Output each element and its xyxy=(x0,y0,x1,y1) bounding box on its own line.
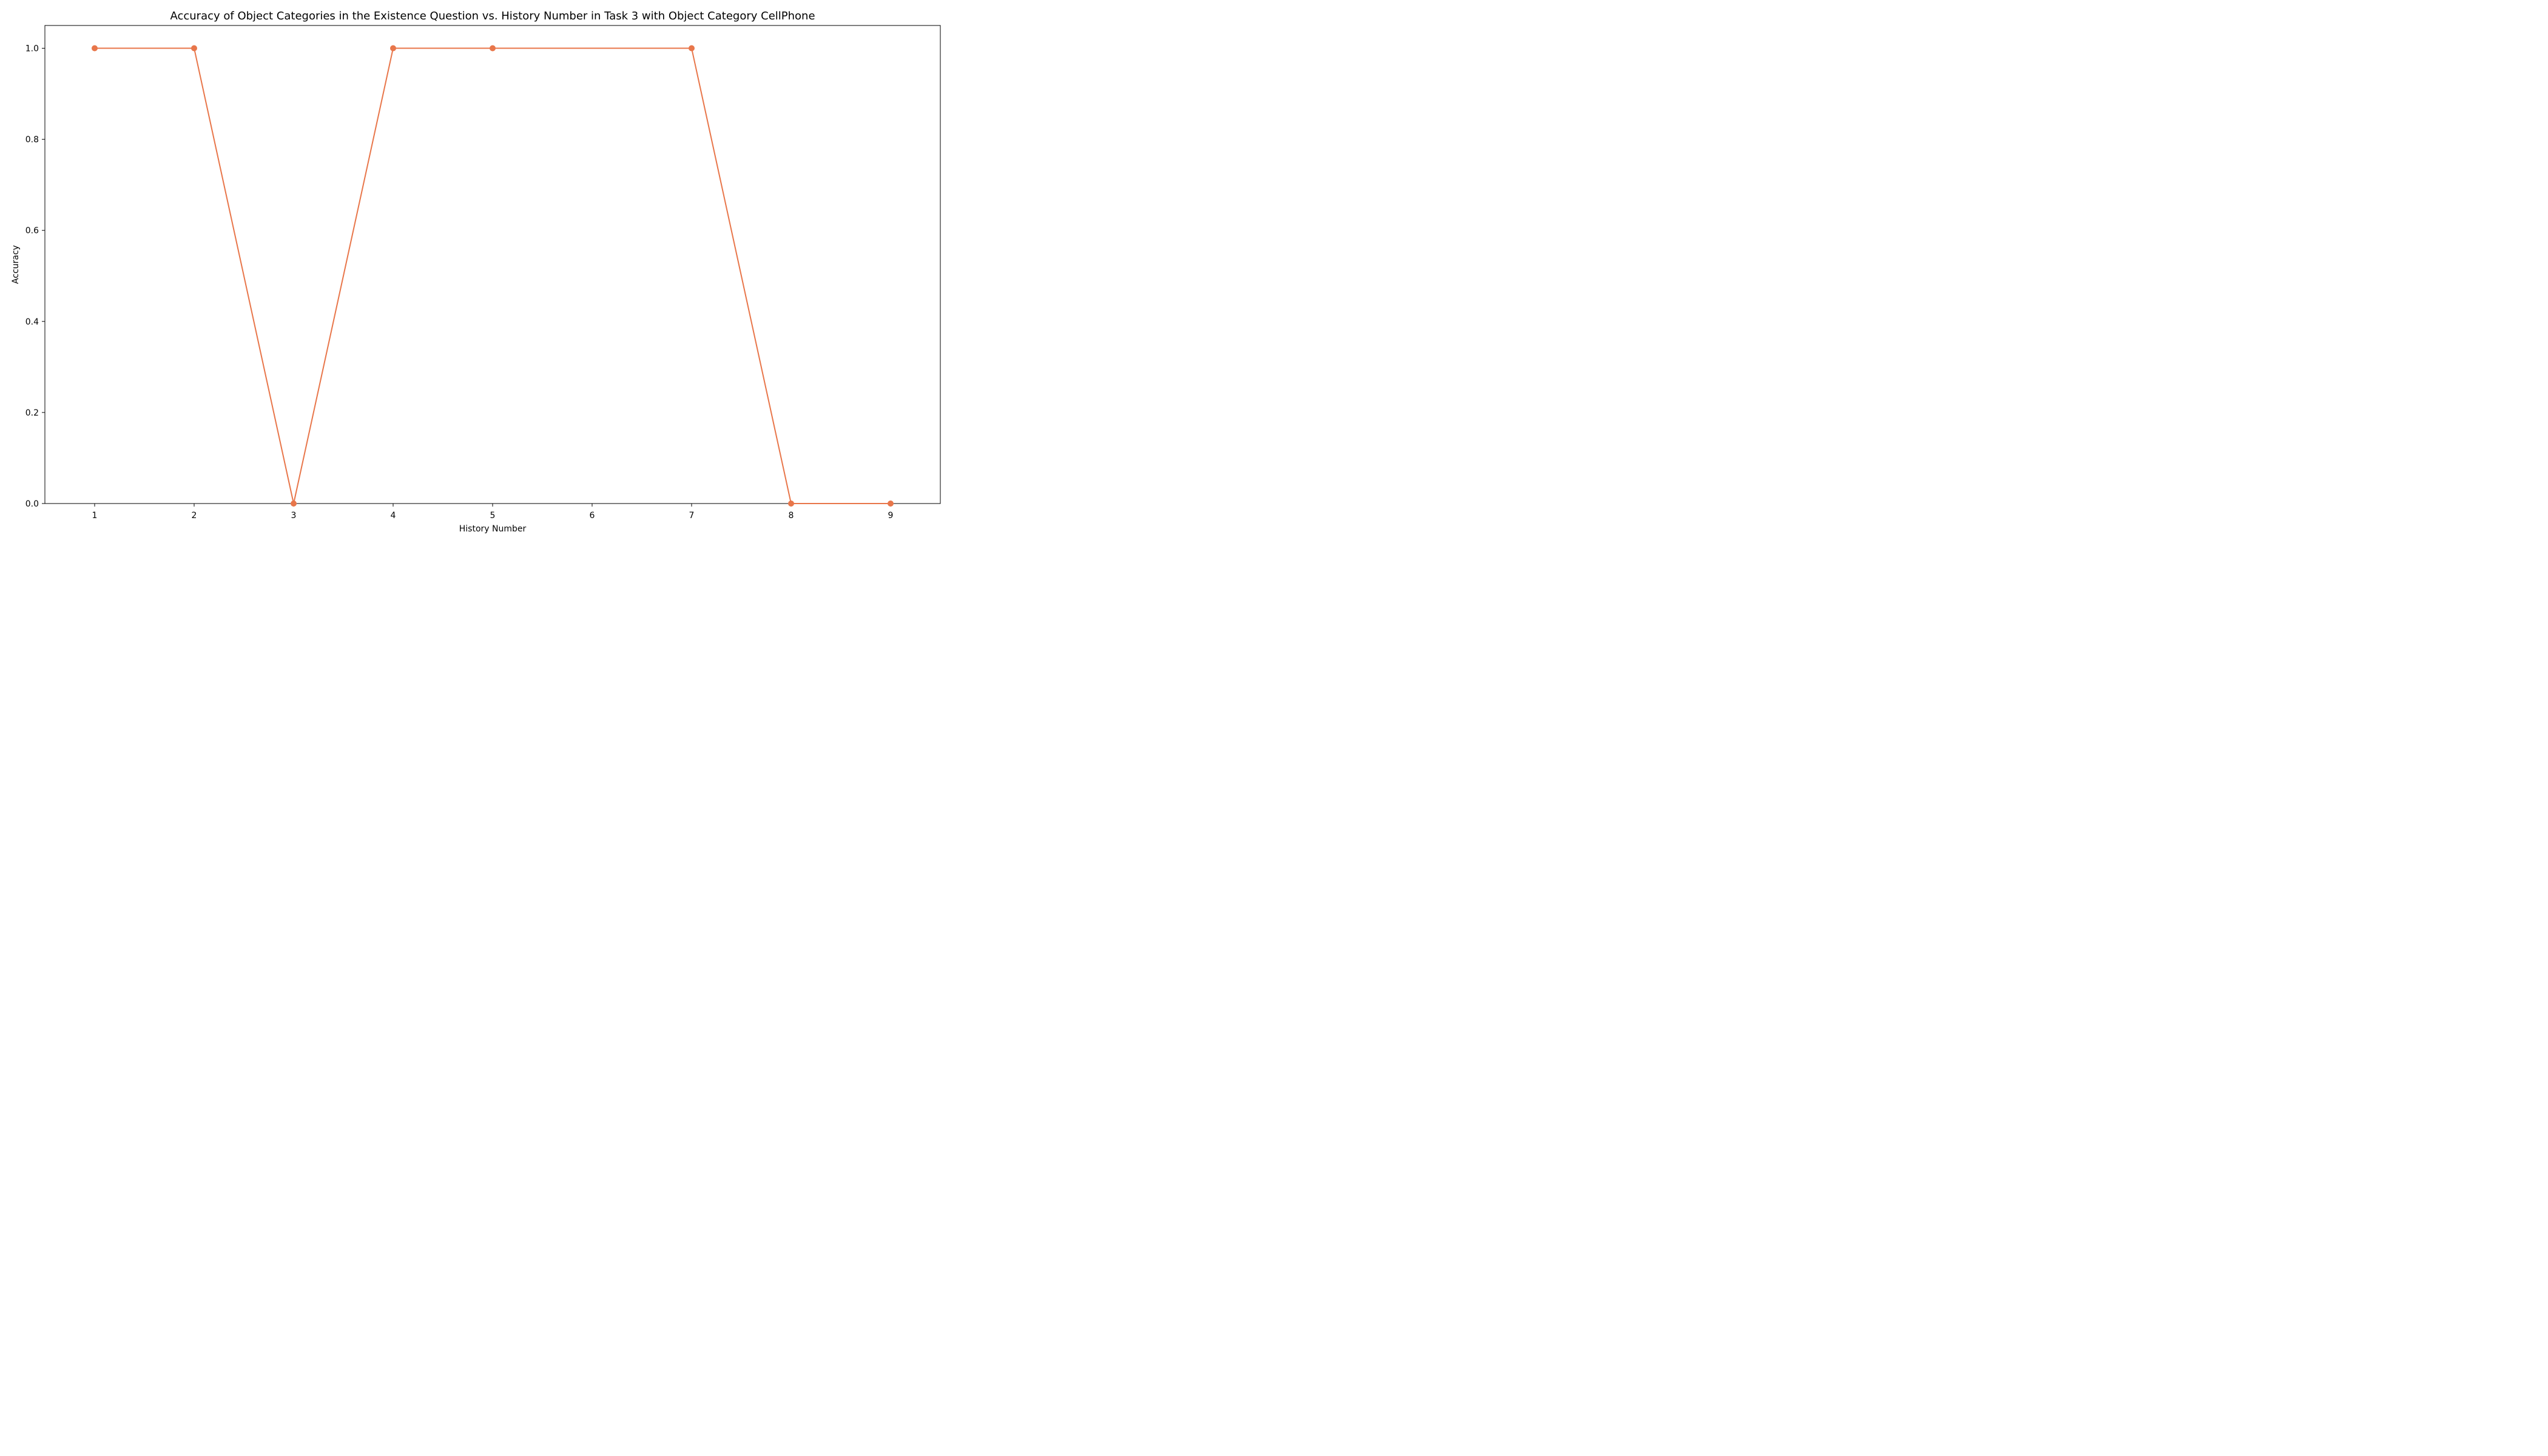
line-chart: Accuracy of Object Categories in the Exi… xyxy=(11,10,941,534)
y-tick-label: 0.4 xyxy=(25,317,39,327)
data-point xyxy=(390,45,396,52)
x-tick-label: 8 xyxy=(789,511,794,521)
x-tick-label: 1 xyxy=(92,511,98,521)
x-tick-label: 2 xyxy=(192,511,197,521)
y-axis-label: Accuracy xyxy=(11,245,21,284)
y-tick-label: 0.6 xyxy=(25,226,39,236)
chart-title: Accuracy of Object Categories in the Exi… xyxy=(170,10,815,22)
y-tick-label: 1.0 xyxy=(25,44,39,54)
axes-frame xyxy=(44,25,941,504)
data-point xyxy=(92,45,98,52)
y-tick-label: 0.2 xyxy=(25,408,39,418)
x-tick-label: 4 xyxy=(391,511,396,521)
y-tick-label: 0.8 xyxy=(25,135,39,145)
x-tick-label: 3 xyxy=(291,511,297,521)
x-tick-label: 6 xyxy=(590,511,595,521)
data-point xyxy=(191,45,197,52)
data-point xyxy=(788,500,794,507)
x-tick-label: 7 xyxy=(689,511,695,521)
data-point xyxy=(291,500,297,507)
x-tick-label: 5 xyxy=(490,511,496,521)
plot-area: 1 2 3 4 5 6 7 8 9 0.0 0.2 0.4 0.6 0.8 1.0 xyxy=(25,25,941,521)
series-line xyxy=(95,47,891,504)
data-point xyxy=(689,45,695,52)
x-tick-label: 9 xyxy=(888,511,894,521)
x-axis-label: History Number xyxy=(459,524,527,534)
data-point xyxy=(490,45,496,52)
data-point xyxy=(888,500,894,507)
y-tick-label: 0.0 xyxy=(25,499,39,509)
